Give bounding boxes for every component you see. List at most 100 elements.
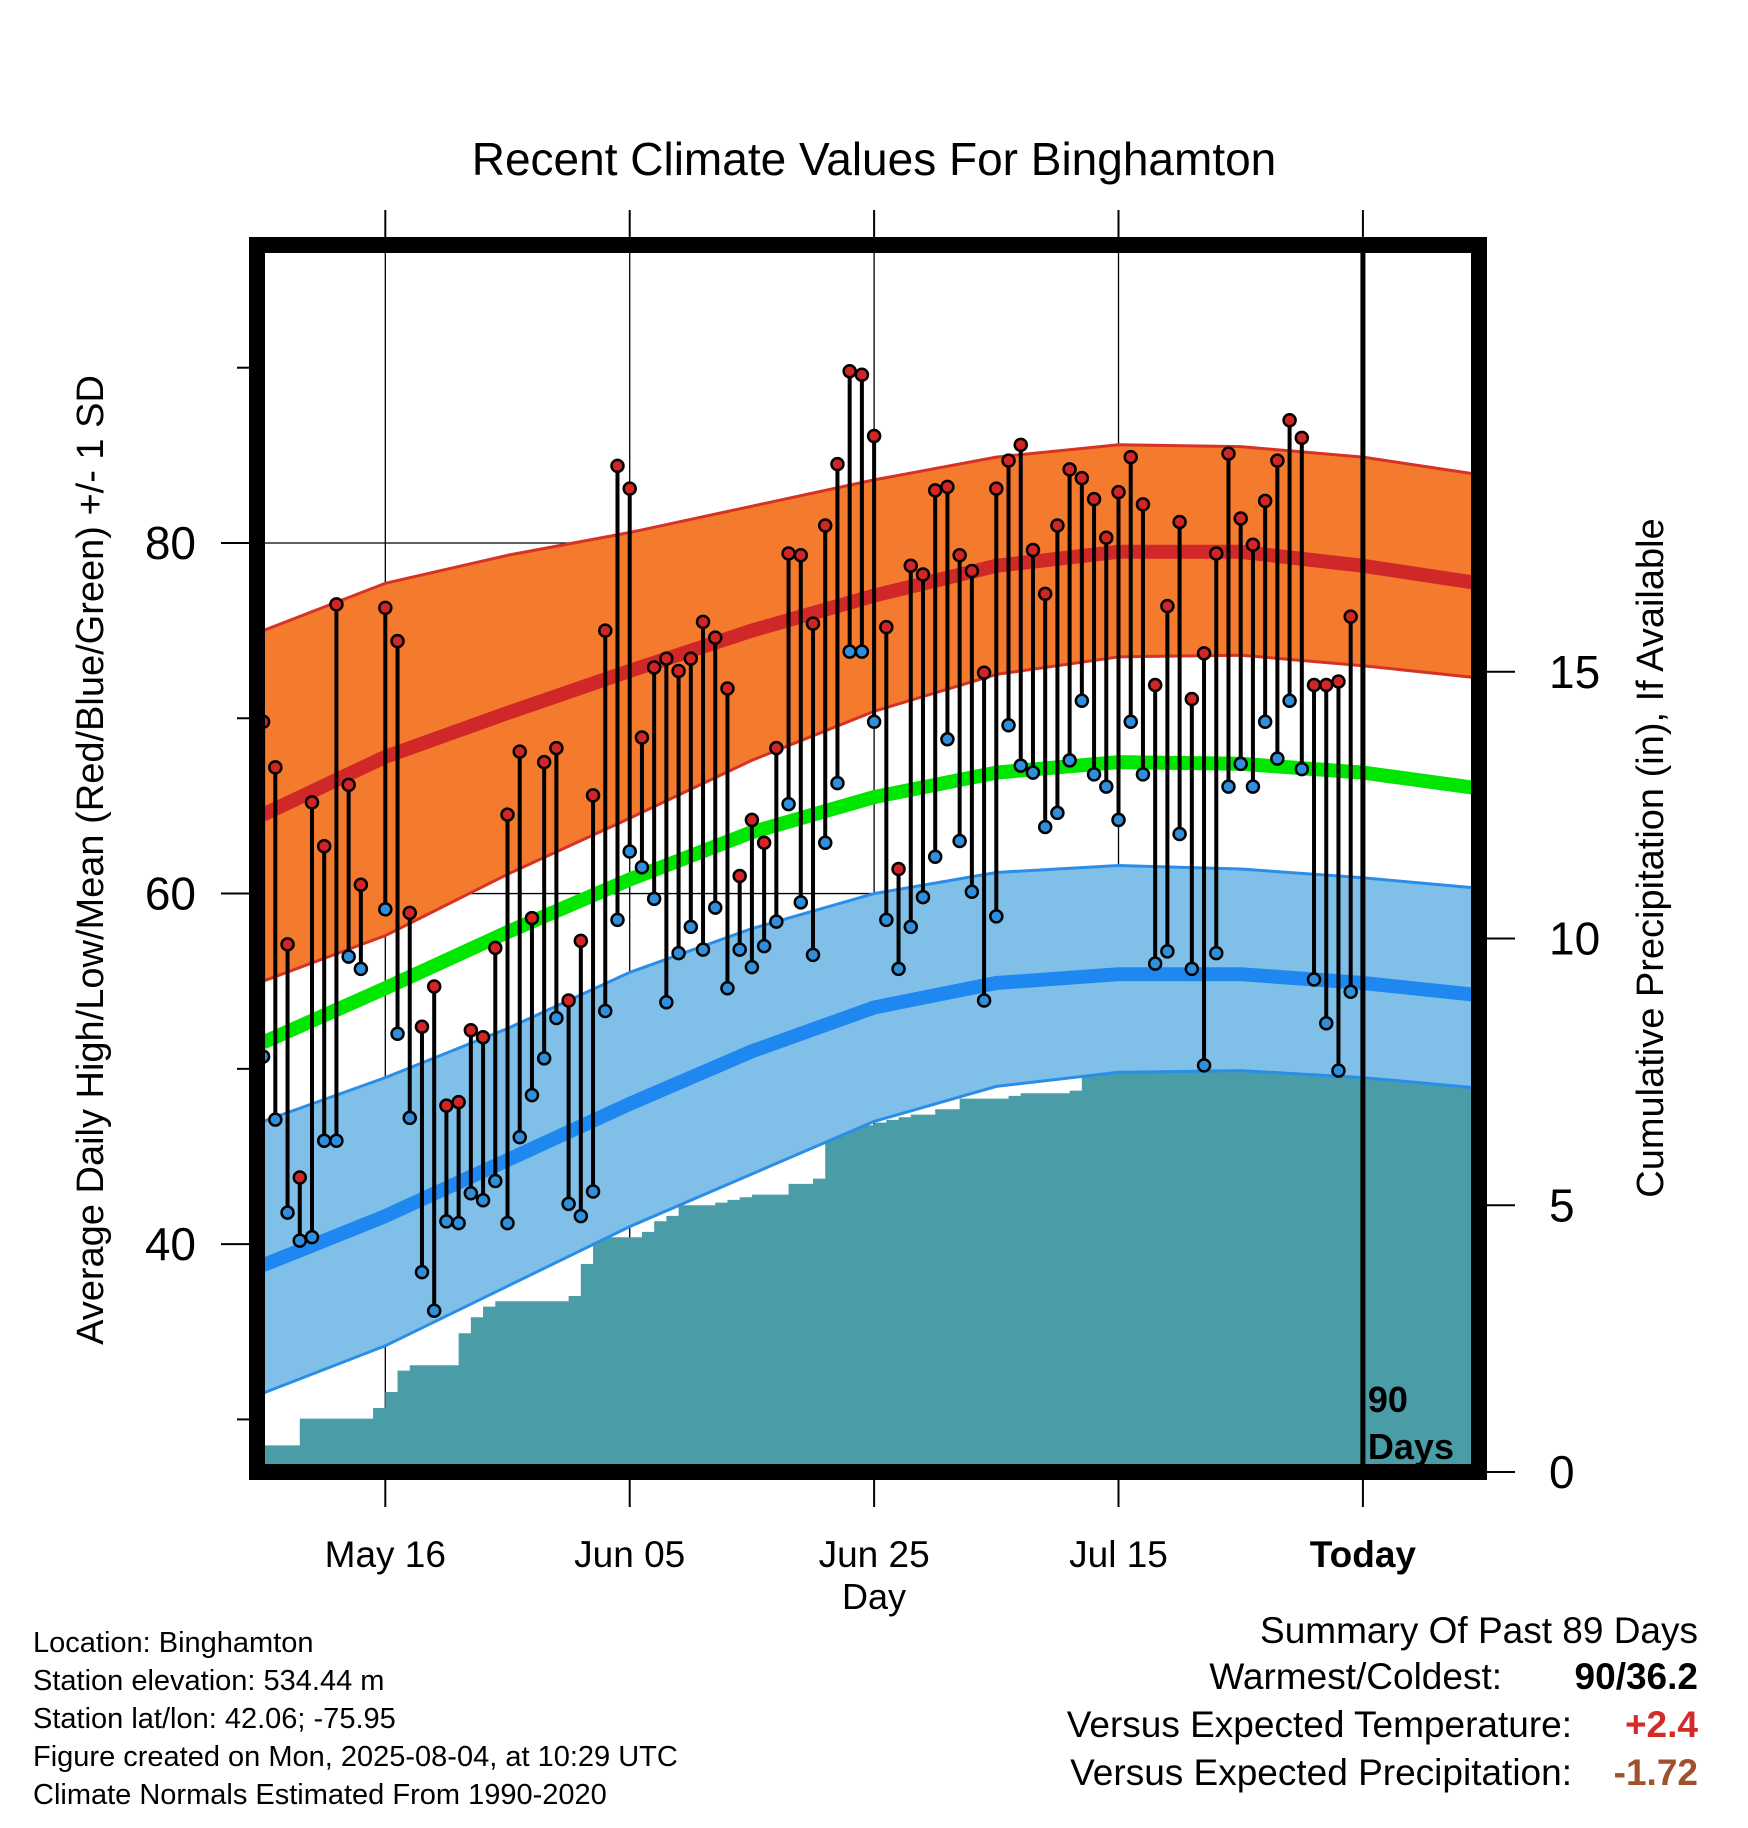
info-elevation: Station elevation: 534.44 m <box>33 1665 385 1697</box>
daily-high-point <box>769 740 784 756</box>
daily-low-point <box>1306 972 1322 987</box>
daily-high-point <box>1086 491 1102 507</box>
daily-low-point <box>1086 767 1102 782</box>
daily-high-point <box>964 563 980 579</box>
daily-low-point <box>1062 753 1077 768</box>
summary-temp-value: +2.4 <box>1624 1704 1698 1745</box>
daily-high-point <box>524 910 540 926</box>
daily-high-point <box>854 367 870 382</box>
daily-low-point <box>524 1087 540 1103</box>
summary-precip-value: -1.72 <box>1613 1752 1698 1793</box>
daily-low-point <box>1331 1063 1346 1078</box>
daily-low-point <box>1209 945 1224 961</box>
x-tick-label: Jul 15 <box>1069 1534 1168 1575</box>
daily-high-point <box>683 651 699 666</box>
x-tick-label: Jun 25 <box>819 1534 930 1575</box>
daily-high-point <box>439 1098 454 1113</box>
x-axis-title: Day <box>841 1576 907 1617</box>
daily-low-point <box>414 1264 430 1280</box>
daily-high-point <box>1343 609 1358 624</box>
daily-high-point <box>1233 511 1248 526</box>
daily-low-point <box>329 1133 344 1148</box>
daily-high-point <box>304 795 320 810</box>
daily-low-point <box>646 891 662 907</box>
daily-low-point <box>915 889 931 905</box>
daily-high-point <box>732 868 747 884</box>
daily-high-point <box>549 740 564 756</box>
daily-low-point <box>671 945 686 961</box>
daily-high-point <box>316 838 332 854</box>
y-tick-label: 80 <box>145 517 196 569</box>
daily-low-point <box>1282 693 1297 708</box>
daily-high-point <box>915 567 931 582</box>
daily-low-point <box>1147 956 1163 971</box>
daily-high-point <box>414 1019 430 1035</box>
daily-low-point <box>1196 1058 1212 1073</box>
daily-low-point <box>268 1112 283 1127</box>
daily-high-point <box>622 481 637 496</box>
daily-low-point <box>854 644 870 659</box>
daily-high-point <box>646 660 662 675</box>
y-tick-label: 60 <box>145 868 196 920</box>
daily-high-point <box>695 614 711 630</box>
daily-low-point <box>1233 756 1248 772</box>
x-tick-label: Jun 05 <box>574 1534 685 1575</box>
y2-tick-label: 0 <box>1549 1446 1575 1498</box>
daily-low-point <box>1257 714 1273 730</box>
daily-high-point <box>488 940 503 956</box>
daily-high-point <box>903 558 919 574</box>
daily-high-point <box>940 479 955 495</box>
info-normals: Climate Normals Estimated From 1990-2020 <box>33 1779 607 1811</box>
daily-low-point <box>1037 819 1053 835</box>
low-plus-sd-line <box>262 863 1480 1123</box>
daily-high-point <box>1037 586 1053 602</box>
daily-low-point <box>817 835 833 850</box>
daily-low-point <box>451 1215 466 1231</box>
daily-low-point <box>659 994 674 1010</box>
daily-low-point <box>1013 758 1028 773</box>
daily-high-point <box>976 665 992 680</box>
daily-low-point <box>561 1196 576 1212</box>
daily-low-point <box>952 833 967 849</box>
normal-mean-line <box>260 755 1480 1049</box>
daily-high-point <box>989 481 1004 496</box>
daily-high-point <box>1294 430 1310 446</box>
daily-high-point <box>1160 598 1175 614</box>
daily-low-point <box>683 919 699 935</box>
daily-high-point <box>1013 437 1028 453</box>
daily-high-point <box>390 633 405 649</box>
daily-high-point <box>536 754 552 770</box>
daily-high-point <box>830 456 845 472</box>
daily-high-point <box>1050 518 1065 533</box>
summary-heading: Summary Of Past 89 Days <box>1260 1610 1698 1651</box>
daily-low-point <box>1025 765 1041 780</box>
daily-low-point <box>390 1026 405 1042</box>
daily-low-point <box>891 961 906 977</box>
daily-high-point <box>1099 530 1114 545</box>
daily-high-point <box>1209 546 1224 561</box>
daily-low-point <box>280 1205 295 1220</box>
daily-high-point <box>426 979 442 994</box>
daily-low-point <box>512 1129 527 1145</box>
daily-low-point <box>1245 779 1261 794</box>
daily-low-point <box>426 1303 442 1318</box>
daily-high-point <box>1025 542 1041 558</box>
daily-high-point <box>1001 453 1016 468</box>
x-tick-label: Today <box>1310 1534 1417 1575</box>
daily-low-point <box>304 1229 320 1245</box>
low-minus-sd-line <box>262 1069 1480 1395</box>
daily-low-point <box>1001 718 1016 733</box>
daily-high-point <box>1147 677 1163 693</box>
daily-low-point <box>549 1010 564 1026</box>
daily-low-point <box>1160 944 1175 959</box>
daily-high-point <box>463 1023 479 1038</box>
daily-high-point <box>866 428 882 444</box>
axis-labels: May 16 Jun 05 Jun 25 Jul 15 Today 40 60 80 0 5 10 1… <box>70 375 1672 1575</box>
info-created: Figure created on Mon, 2025-08-04, at 10… <box>33 1741 678 1773</box>
daily-high-point <box>1196 646 1212 661</box>
daily-high-point <box>1135 497 1151 512</box>
daily-high-point <box>1282 413 1297 428</box>
low-sd-band <box>263 865 1480 1394</box>
daily-low-point <box>475 1193 491 1208</box>
daily-low-point <box>927 849 943 864</box>
